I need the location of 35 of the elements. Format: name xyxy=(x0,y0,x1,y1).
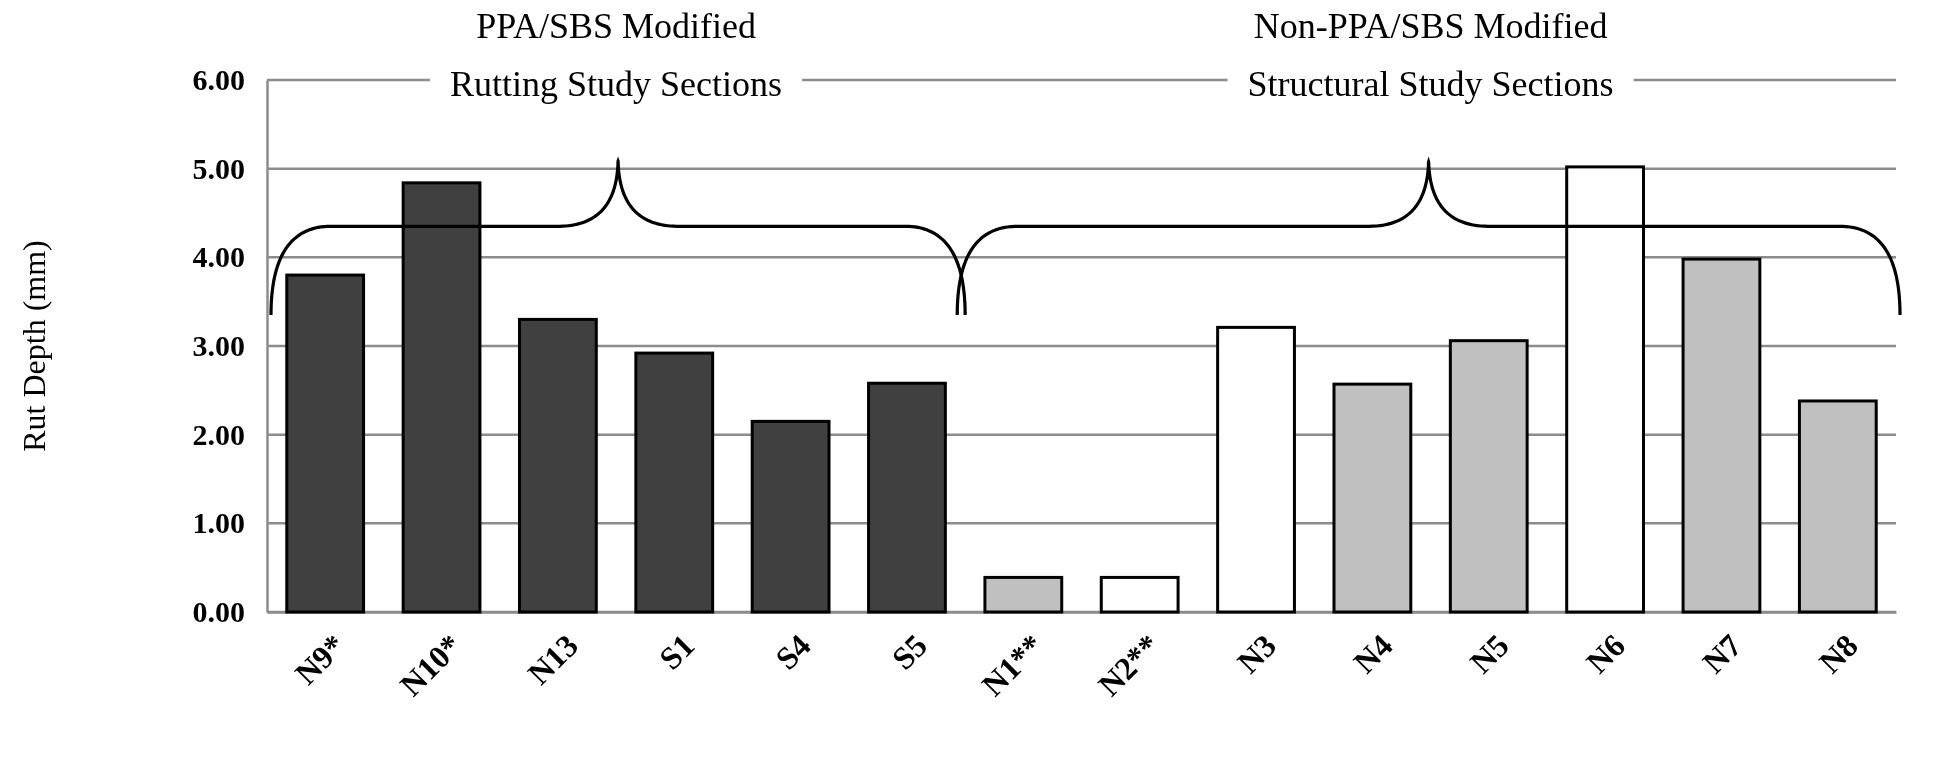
x-tick-label: N5 xyxy=(1462,627,1516,681)
y-axis-title: Rut Depth (mm) xyxy=(16,240,52,452)
bar xyxy=(1797,399,1878,614)
x-tick-label: N9* xyxy=(287,627,353,692)
bar xyxy=(750,419,831,614)
x-tick-label: N4 xyxy=(1346,627,1400,681)
bar xyxy=(1448,339,1529,614)
bar xyxy=(1216,325,1296,614)
x-tick-label: S5 xyxy=(884,627,934,677)
y-tick-label: 0.00 xyxy=(192,595,245,629)
bar xyxy=(518,317,598,614)
bar xyxy=(1565,165,1646,614)
x-tick-label: S1 xyxy=(651,627,702,677)
bar xyxy=(867,381,947,614)
x-tick-label: N8 xyxy=(1811,627,1865,681)
x-tick-label: S4 xyxy=(768,627,818,677)
y-tick-label: 4.00 xyxy=(192,240,245,274)
y-tick-label: 3.00 xyxy=(192,329,245,363)
bar xyxy=(1332,382,1413,614)
bar xyxy=(401,181,482,614)
bar xyxy=(285,273,366,614)
x-tick-label: N3 xyxy=(1229,627,1284,681)
x-tick-label: N6 xyxy=(1579,627,1633,681)
y-tick-label: 2.00 xyxy=(192,417,245,451)
y-tick-label: 5.00 xyxy=(192,151,245,185)
y-tick-label: 6.00 xyxy=(192,63,245,97)
x-tick-label: N13 xyxy=(520,627,585,692)
bar xyxy=(983,575,1064,614)
y-tick-label: 1.00 xyxy=(192,506,245,540)
annotation: PPA/SBS Modified Rutting Study Sections xyxy=(450,6,783,104)
x-tick-label: N7 xyxy=(1695,627,1749,681)
bar xyxy=(1099,575,1180,614)
bar xyxy=(1681,257,1762,614)
bar xyxy=(634,351,715,614)
annotation: Non-PPA/SBS Modified Structural Study Sections xyxy=(1247,6,1614,104)
